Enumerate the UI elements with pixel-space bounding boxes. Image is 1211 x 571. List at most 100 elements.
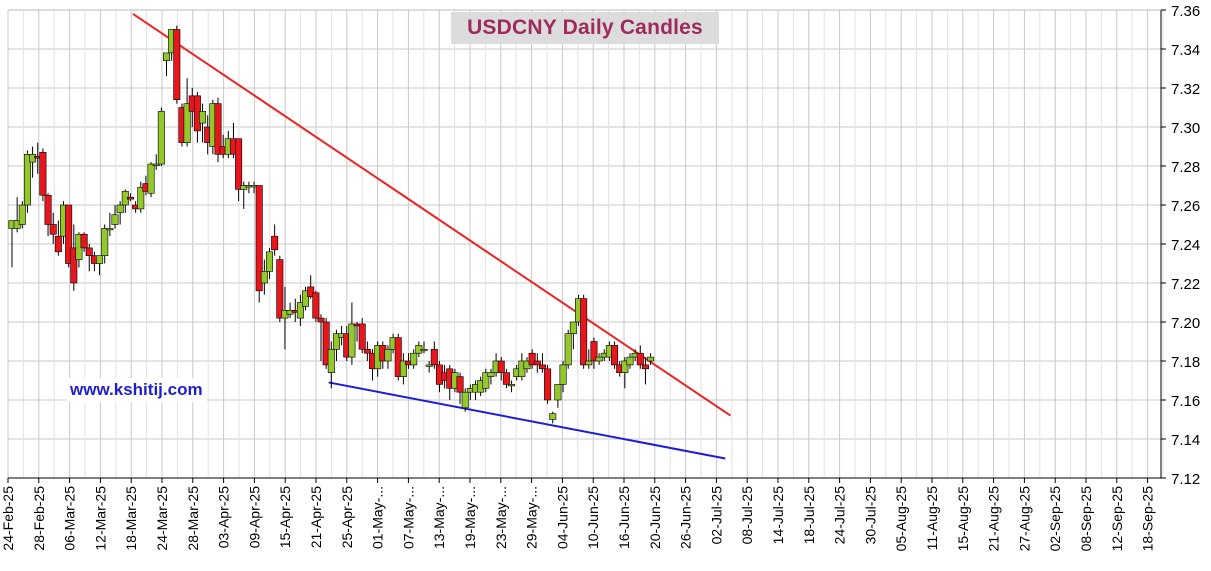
y-tick-label: 7.20 xyxy=(1171,315,1200,332)
candle-body xyxy=(528,352,536,366)
candle xyxy=(590,337,598,369)
candle xyxy=(564,329,572,369)
candle xyxy=(157,107,165,166)
candle-body xyxy=(487,372,495,377)
candle-body xyxy=(214,103,222,155)
x-tick-label: 02-Sep-25 xyxy=(1047,486,1063,552)
candle xyxy=(358,318,366,354)
candle xyxy=(39,148,47,202)
x-axis-tick-labels: 24-Feb-25 28-Feb-25 06-Mar-25 12-Mar-25 18-M… xyxy=(0,478,1156,551)
candle xyxy=(508,380,516,393)
x-tick-label: 15-Apr-25 xyxy=(277,486,293,548)
x-tick-label: 28-Mar-25 xyxy=(185,486,201,551)
y-tick-label: 7.30 xyxy=(1171,120,1200,137)
candle xyxy=(302,286,310,311)
candle xyxy=(544,364,552,404)
y-axis-tick-labels: 7.12 7.14 7.16 7.18 7.20 7.22 7.24 7.26 7.28 7.30… xyxy=(1161,3,1200,488)
candle-body xyxy=(276,259,284,319)
candle xyxy=(317,314,325,361)
candle xyxy=(214,97,222,163)
candle-body xyxy=(533,360,541,366)
candle xyxy=(580,294,588,369)
candle xyxy=(296,294,304,326)
x-tick-label: 30-Jul-25 xyxy=(862,486,878,545)
candle-body xyxy=(255,185,263,292)
resistance-trendline xyxy=(132,13,731,417)
x-tick-label: 21-Aug-25 xyxy=(986,486,1002,552)
candle-body xyxy=(116,204,124,214)
candle-body xyxy=(430,348,438,366)
candle xyxy=(18,201,26,229)
x-tick-label: 08-Jul-25 xyxy=(739,486,755,545)
candle-body xyxy=(106,228,114,231)
candle xyxy=(420,341,428,354)
candle xyxy=(611,341,619,369)
candle-body xyxy=(322,321,330,366)
x-tick-label: 03-Apr-25 xyxy=(216,486,232,548)
candle-body xyxy=(312,292,320,319)
candle xyxy=(106,212,114,237)
candle-body xyxy=(410,352,418,366)
candle-body xyxy=(595,356,603,362)
candle-body xyxy=(240,185,248,190)
x-tick-label: 13-May-... xyxy=(431,486,447,549)
candle xyxy=(502,368,510,389)
candle xyxy=(54,220,62,256)
candle xyxy=(626,353,634,369)
candle xyxy=(116,201,124,225)
candle-body xyxy=(420,348,428,352)
x-tick-label: 01-May-... xyxy=(370,486,386,549)
candle xyxy=(271,224,279,256)
candle-body xyxy=(399,360,407,377)
x-tick-label: 24-Mar-25 xyxy=(154,486,170,551)
watermark-url: www.kshitij.com xyxy=(66,378,207,402)
x-tick-label: 18-Jul-25 xyxy=(801,486,817,545)
candle xyxy=(559,361,567,393)
y-tick-label: 7.28 xyxy=(1171,159,1200,176)
candle xyxy=(327,341,335,389)
candle xyxy=(276,255,284,322)
candle-body xyxy=(626,356,634,366)
candle-body xyxy=(147,163,155,194)
candle-body xyxy=(80,233,88,249)
y-tick-label: 7.34 xyxy=(1171,42,1200,59)
candle-body xyxy=(70,247,78,284)
candle-body xyxy=(647,356,655,362)
x-tick-label: 12-Mar-25 xyxy=(92,486,108,551)
candle-body xyxy=(508,384,516,387)
candle-body xyxy=(538,364,546,370)
candle xyxy=(554,384,562,408)
candle-body xyxy=(44,194,52,225)
candle-body xyxy=(49,224,57,235)
candle-body xyxy=(296,302,304,319)
x-tick-label: 19-May-... xyxy=(462,486,478,549)
candle xyxy=(199,103,207,143)
candle-body xyxy=(425,364,433,367)
candle xyxy=(332,329,340,361)
candle xyxy=(152,154,160,170)
candles xyxy=(8,25,655,424)
candle-body xyxy=(199,111,207,124)
x-tick-label: 23-May-... xyxy=(493,486,509,549)
candle-body xyxy=(569,321,577,334)
x-tick-label: 24-Feb-25 xyxy=(0,486,16,551)
candle xyxy=(265,247,273,280)
candle-body xyxy=(137,187,145,210)
candle-body xyxy=(497,360,505,373)
candle-body xyxy=(549,413,557,420)
x-tick-label: 16-Jun-25 xyxy=(616,486,632,549)
candle-body xyxy=(235,138,243,190)
candle-body xyxy=(152,163,160,166)
y-tick-label: 7.36 xyxy=(1171,3,1200,20)
candle-body xyxy=(126,196,134,200)
candle-body xyxy=(54,235,62,253)
candle-body xyxy=(585,360,593,366)
candle xyxy=(497,357,505,381)
candle xyxy=(85,244,93,272)
candle xyxy=(49,212,57,244)
y-tick-label: 7.14 xyxy=(1171,432,1200,449)
candle-body xyxy=(636,352,644,366)
y-tick-label: 7.18 xyxy=(1171,354,1200,371)
y-tick-label: 7.12 xyxy=(1171,471,1200,488)
